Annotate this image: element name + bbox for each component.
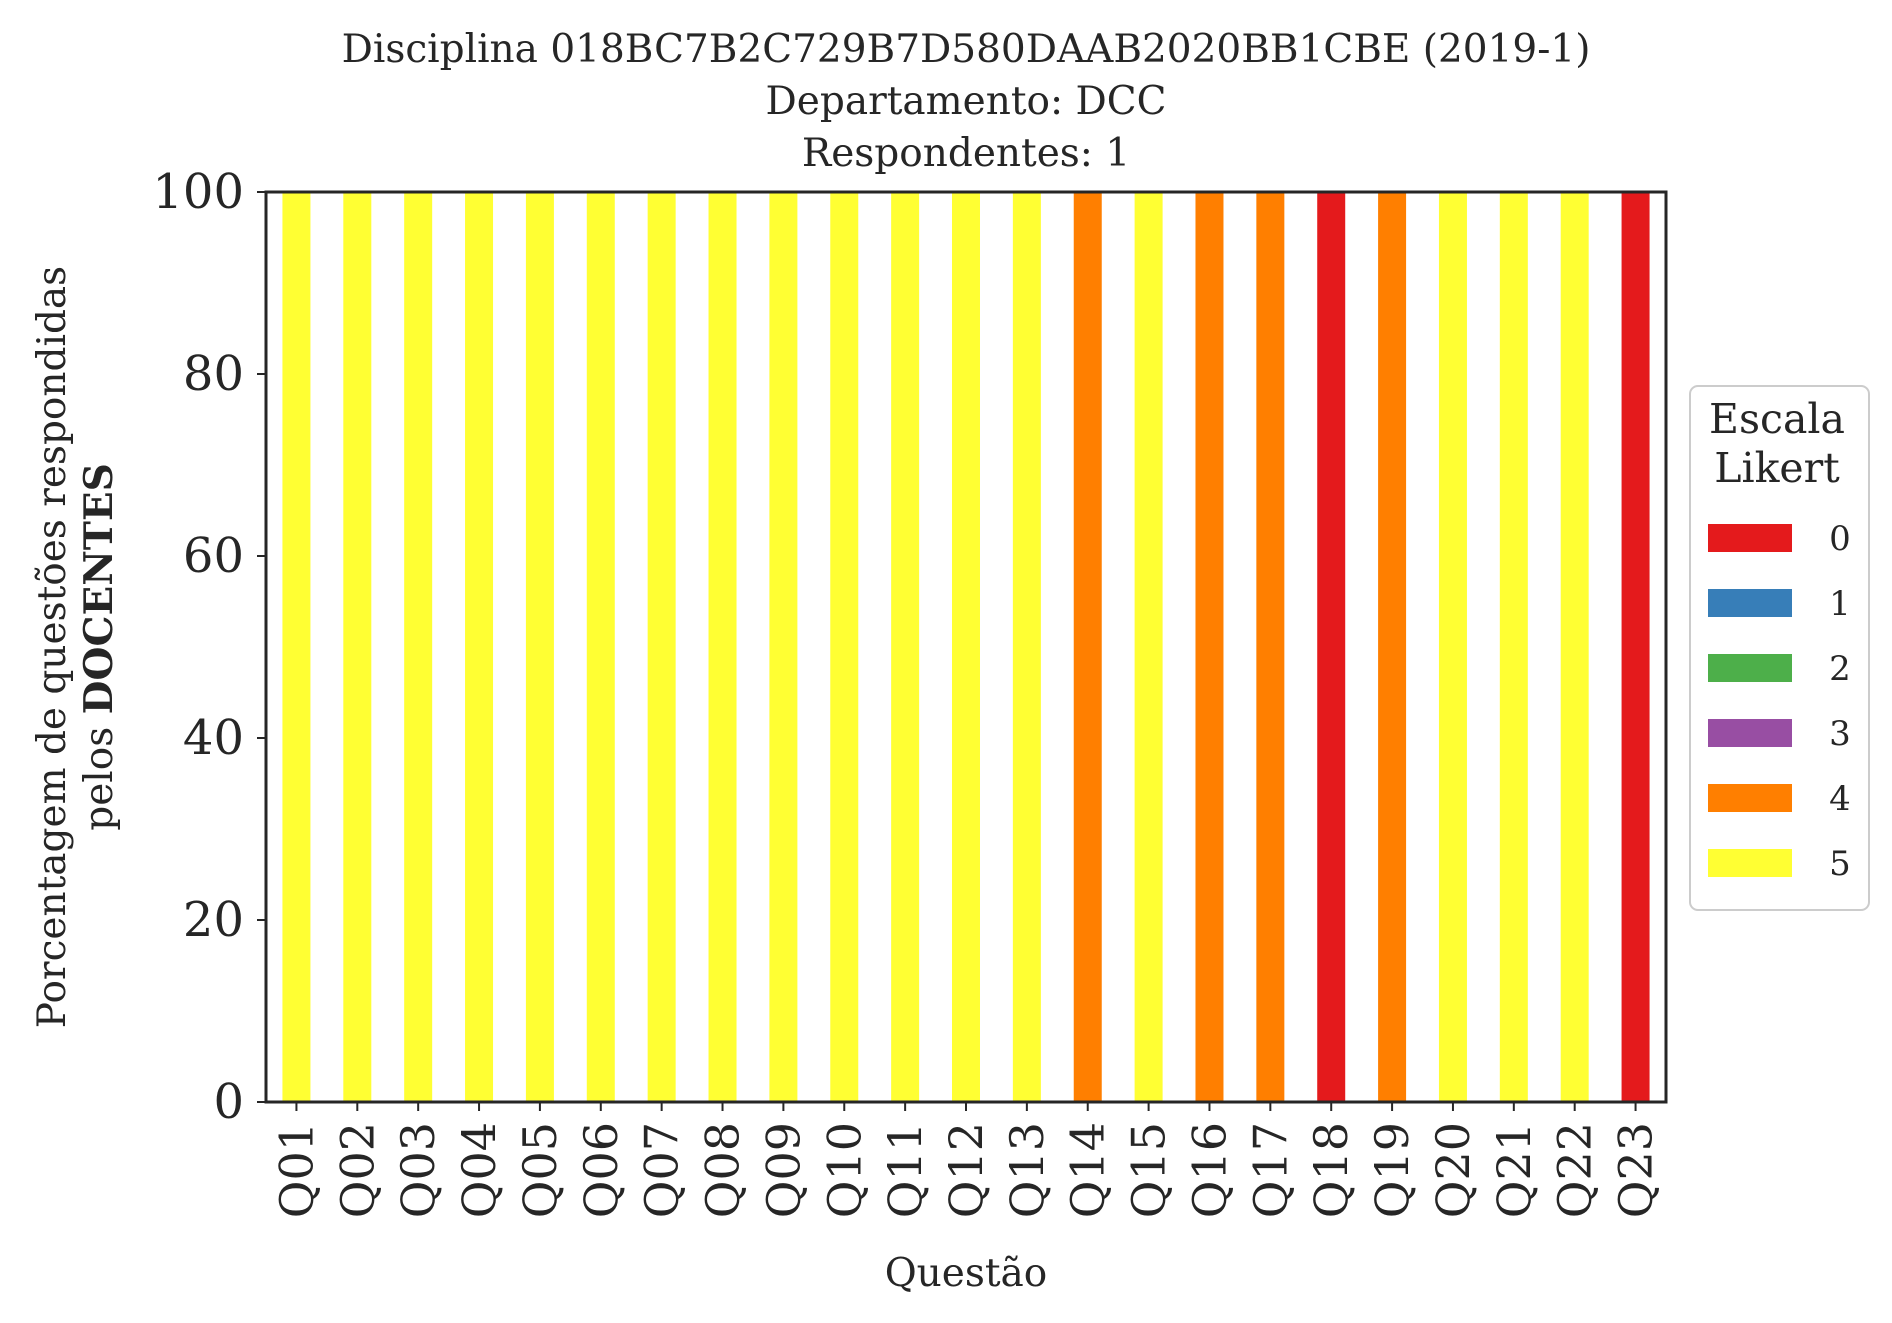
bar-Q14-scale-4: [1073, 192, 1102, 1102]
bar-Q21-scale-5: [1499, 192, 1528, 1102]
x-tick-label-Q08: Q08: [696, 1122, 750, 1218]
legend-swatch-5: [1708, 849, 1792, 877]
bar-Q10-scale-5: [830, 192, 859, 1102]
legend-swatch-1: [1708, 589, 1792, 617]
x-tick-label-Q07: Q07: [635, 1122, 689, 1218]
legend-label-1: 1: [1829, 584, 1851, 624]
x-axis-label: Questão: [885, 1251, 1048, 1296]
x-tick-label-Q13: Q13: [1000, 1122, 1054, 1218]
x-tick-label-Q22: Q22: [1548, 1122, 1602, 1218]
x-tick-label-Q05: Q05: [513, 1122, 567, 1218]
bar-Q08-scale-5: [708, 192, 737, 1102]
y-tick-label: 100: [152, 164, 244, 220]
y-axis-label-prefix: pelos: [77, 714, 122, 830]
x-tick-label-Q11: Q11: [878, 1122, 932, 1218]
x-tick-label-Q02: Q02: [330, 1122, 384, 1218]
y-tick-label: 60: [183, 528, 244, 584]
legend-label-3: 3: [1829, 714, 1851, 754]
bar-Q05-scale-5: [525, 192, 554, 1102]
x-tick-label-Q01: Q01: [269, 1122, 323, 1218]
legend-swatch-4: [1708, 784, 1792, 812]
bar-Q19-scale-4: [1378, 192, 1407, 1102]
bar-Q07-scale-5: [647, 192, 676, 1102]
bar-Q18-scale-0: [1317, 192, 1346, 1102]
axes-frame: [264, 190, 1668, 1104]
plot-area: [282, 192, 1650, 1102]
x-tick-label-Q04: Q04: [452, 1122, 506, 1218]
x-tick-label-Q09: Q09: [756, 1122, 810, 1218]
bar-Q12-scale-5: [952, 192, 980, 1102]
x-axis-ticks: Q01 Q02 Q03 Q04 Q05 Q06 Q07 Q08 Q09 Q10 Q11 Q12 Q13 Q…: [269, 1102, 1663, 1218]
bar-Q02-scale-5: [343, 192, 372, 1102]
legend-title-line-1: Escala: [1709, 395, 1845, 443]
bar-Q23-scale-0: [1621, 192, 1650, 1102]
legend-swatch-0: [1708, 524, 1792, 552]
chart-title-line-3: Respondentes: 1: [802, 131, 1130, 176]
legend-swatch-3: [1708, 719, 1792, 747]
x-tick-label-Q17: Q17: [1243, 1122, 1297, 1218]
y-tick-label: 0: [213, 1074, 244, 1130]
x-tick-label-Q20: Q20: [1426, 1122, 1480, 1218]
legend-label-4: 4: [1829, 779, 1851, 819]
bar-Q04-scale-5: [465, 192, 494, 1102]
bar-Q15-scale-5: [1134, 192, 1163, 1102]
legend-label-5: 5: [1829, 844, 1851, 884]
y-axis-label-bold: DOCENTES: [76, 463, 122, 714]
bar-Q11-scale-5: [891, 192, 920, 1102]
bar-Q20-scale-5: [1438, 192, 1467, 1102]
legend-title-line-2: Likert: [1714, 444, 1840, 492]
y-axis-label-line-1: Porcentagem de questões respondidas: [30, 266, 75, 1028]
chart-title-line-1: Disciplina 018BC7B2C729B7D580DAAB2020BB1…: [342, 27, 1591, 72]
bar-Q16-scale-4: [1195, 192, 1224, 1102]
x-tick-label-Q23: Q23: [1609, 1122, 1663, 1218]
y-tick-label: 20: [183, 892, 244, 948]
bar-Q09-scale-5: [769, 192, 798, 1102]
bar-Q22-scale-5: [1560, 192, 1589, 1102]
legend-items: 0 1 2 3 4 5: [1708, 519, 1851, 884]
x-tick-label-Q10: Q10: [817, 1122, 871, 1218]
legend-label-0: 0: [1829, 519, 1851, 559]
legend: Escala Likert 0 1 2 3 4 5: [1689, 385, 1870, 911]
x-tick-label-Q03: Q03: [391, 1122, 445, 1218]
x-tick-label-Q16: Q16: [1182, 1122, 1236, 1218]
x-tick-label-Q14: Q14: [1061, 1122, 1115, 1218]
chart-title-line-2: Departamento: DCC: [766, 79, 1167, 124]
x-tick-label-Q18: Q18: [1304, 1122, 1358, 1218]
y-axis-label: Porcentagem de questões respondidas pelo…: [30, 266, 122, 1028]
bar-Q03-scale-5: [404, 192, 433, 1102]
legend-label-2: 2: [1829, 649, 1851, 689]
y-tick-label: 40: [183, 710, 244, 766]
y-axis-ticks: 0 20 40 60 80 100: [152, 164, 266, 1130]
bar-Q17-scale-4: [1256, 192, 1285, 1102]
x-tick-label-Q19: Q19: [1365, 1122, 1419, 1218]
bar-Q01-scale-5: [282, 192, 311, 1102]
legend-swatch-2: [1708, 654, 1792, 682]
bar-Q13-scale-5: [1012, 192, 1041, 1102]
x-tick-label-Q06: Q06: [574, 1122, 628, 1218]
x-tick-label-Q21: Q21: [1487, 1122, 1541, 1218]
legend-box: [1689, 385, 1870, 911]
x-tick-label-Q12: Q12: [939, 1122, 993, 1218]
y-tick-label: 80: [183, 346, 244, 402]
chart-title: Disciplina 018BC7B2C729B7D580DAAB2020BB1…: [342, 27, 1591, 176]
bar-Q06-scale-5: [586, 192, 615, 1102]
y-axis-label-line-2: pelos DOCENTES: [76, 463, 122, 831]
x-tick-label-Q15: Q15: [1122, 1122, 1176, 1218]
